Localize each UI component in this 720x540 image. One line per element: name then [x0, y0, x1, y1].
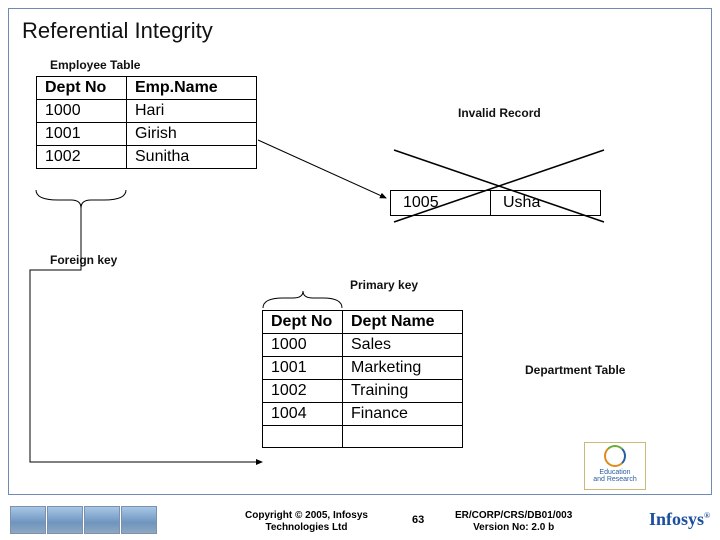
swirl-icon: [604, 445, 626, 467]
registered-icon: ®: [704, 511, 710, 520]
footer-thumbnails: [10, 506, 157, 534]
table-row: 1000Hari: [37, 100, 257, 123]
thumb-icon: [84, 506, 120, 534]
table-row: 1001Girish: [37, 123, 257, 146]
col-header: Emp.Name: [127, 77, 257, 100]
invalid-record-label: Invalid Record: [458, 106, 541, 120]
table-row: [263, 426, 463, 448]
employee-table-caption: Employee Table: [50, 58, 140, 72]
table-row: 1004Finance: [263, 403, 463, 426]
employee-table: Dept No Emp.Name 1000Hari 1001Girish 100…: [36, 76, 257, 169]
slide-footer: Copyright © 2005, Infosys Technologies L…: [0, 495, 720, 540]
department-table: Dept No Dept Name 1000Sales 1001Marketin…: [262, 310, 463, 448]
table-row: 1002Sunitha: [37, 146, 257, 169]
table-row: 1002Training: [263, 380, 463, 403]
thumb-icon: [47, 506, 83, 534]
page-title: Referential Integrity: [22, 18, 213, 44]
education-research-logo: Education and Research: [584, 442, 646, 490]
table-row: 1001Marketing: [263, 357, 463, 380]
page-number: 63: [412, 514, 424, 526]
infosys-logo: Infosys®: [649, 509, 710, 530]
col-header: Dept No: [37, 77, 127, 100]
table-header-row: Dept No Emp.Name: [37, 77, 257, 100]
department-table-caption: Department Table: [525, 363, 625, 377]
col-header: Dept No: [263, 311, 343, 334]
thumb-icon: [121, 506, 157, 534]
table-row: 1005 Usha: [391, 191, 601, 216]
foreign-key-label: Foreign key: [50, 253, 117, 267]
doc-id: ER/CORP/CRS/DB01/003 Version No: 2.0 b: [455, 510, 572, 534]
col-header: Dept Name: [343, 311, 463, 334]
table-header-row: Dept No Dept Name: [263, 311, 463, 334]
primary-key-label: Primary key: [350, 278, 418, 292]
copyright-text: Copyright © 2005, Infosys Technologies L…: [245, 510, 368, 534]
table-row: 1000Sales: [263, 334, 463, 357]
thumb-icon: [10, 506, 46, 534]
invalid-record-row: 1005 Usha: [390, 190, 601, 216]
